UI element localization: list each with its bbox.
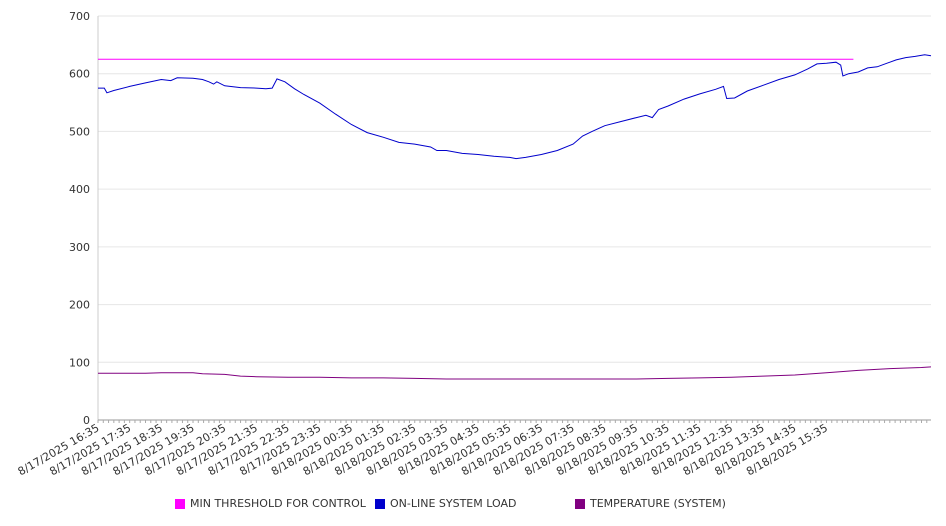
legend-swatch-min-threshold bbox=[175, 498, 185, 509]
series-line-system-load bbox=[98, 54, 932, 160]
series-lines bbox=[98, 54, 932, 380]
legend-swatch-temperature bbox=[575, 498, 585, 509]
y-axis-ticks: 0 100 200 300 400 500 600 700 bbox=[69, 10, 90, 427]
legend-item-temperature[interactable]: TEMPERATURE (SYSTEM) bbox=[575, 497, 726, 510]
legend-label-temperature: TEMPERATURE (SYSTEM) bbox=[590, 497, 726, 510]
y-tick-label: 500 bbox=[69, 125, 90, 138]
y-tick-label: 300 bbox=[69, 241, 90, 254]
x-axis-ticks: 8/17/2025 16:358/17/2025 17:358/17/2025 … bbox=[16, 421, 830, 478]
y-tick-label: 100 bbox=[69, 356, 90, 369]
legend-label-system-load: ON-LINE SYSTEM LOAD bbox=[390, 497, 517, 510]
legend-swatch-system-load bbox=[375, 498, 385, 509]
legend: MIN THRESHOLD FOR CONTROL ON-LINE SYSTEM… bbox=[0, 497, 946, 515]
legend-label-min-threshold: MIN THRESHOLD FOR CONTROL bbox=[190, 497, 366, 510]
series-line-temperature bbox=[98, 366, 932, 380]
legend-item-system-load[interactable]: ON-LINE SYSTEM LOAD bbox=[375, 497, 516, 510]
axes bbox=[97, 16, 931, 423]
y-tick-label: 400 bbox=[69, 183, 90, 196]
gridlines bbox=[98, 15, 931, 363]
y-tick-label: 700 bbox=[69, 10, 90, 23]
y-tick-label: 600 bbox=[69, 68, 90, 81]
legend-item-min-threshold[interactable]: MIN THRESHOLD FOR CONTROL bbox=[175, 497, 366, 510]
y-tick-label: 0 bbox=[83, 414, 90, 427]
y-tick-label: 200 bbox=[69, 299, 90, 312]
